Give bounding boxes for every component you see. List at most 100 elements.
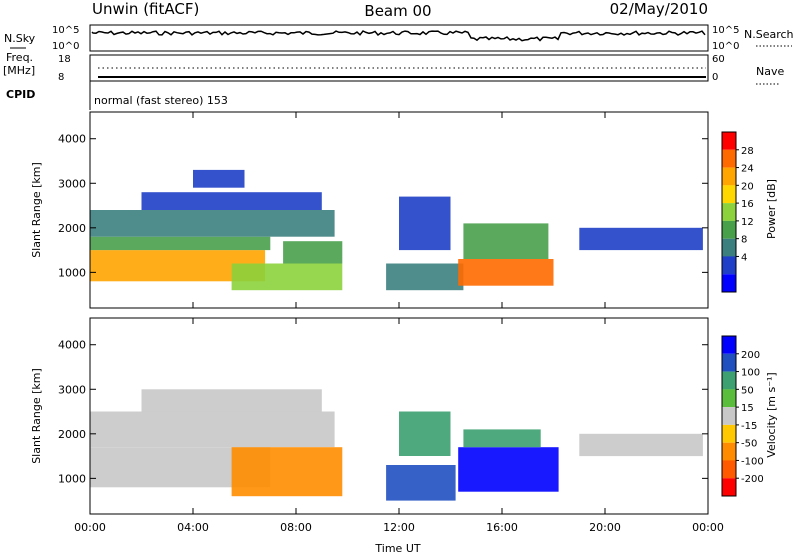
power-colorbar-swatch	[722, 238, 736, 257]
velocity-xtick-label: 04:00	[177, 521, 209, 534]
velocity-region-5	[399, 411, 451, 456]
power-heatmap	[90, 169, 703, 291]
nsky-line	[91, 30, 706, 42]
velocity-colorbar-tick-label: 15	[741, 403, 754, 414]
power-region-2	[90, 210, 335, 237]
cpid-text: normal (fast stereo) 153	[94, 94, 228, 107]
velocity-colorbar-tick-label: 100	[741, 368, 760, 379]
velocity-region-7	[463, 429, 541, 448]
cpid-label: CPID	[6, 88, 35, 101]
power-y-label: Slant Range [km]	[30, 162, 43, 258]
station-title: Unwin (fitACF)	[92, 0, 199, 18]
power-colorbar-tick-label: 8	[741, 235, 747, 246]
freq-label: Freq.	[6, 51, 33, 64]
nsky-trace	[91, 30, 706, 42]
velocity-xtick-label: 08:00	[280, 521, 312, 534]
velocity-region-1	[90, 411, 335, 448]
velocity-colorbar-swatch	[722, 407, 736, 425]
velocity-y-label: Slant Range [km]	[30, 368, 43, 464]
velocity-xtick-label: 00:00	[692, 521, 724, 534]
velocity-heatmap	[90, 389, 703, 501]
power-colorbar-swatch	[722, 132, 736, 150]
power-colorbar-swatch	[722, 256, 736, 275]
velocity-region-4	[386, 465, 456, 501]
nave-tick-low: 0	[712, 72, 718, 83]
velocity-colorbar-swatch	[722, 442, 736, 461]
power-colorbar-label: Power [dB]	[765, 179, 778, 239]
power-colorbar-swatch	[722, 220, 736, 239]
velocity-colorbar-frame	[721, 335, 737, 497]
x-axis-label: Time UT	[374, 542, 420, 554]
velocity-colorbar-label: Velocity [m s⁻¹]	[765, 372, 778, 457]
power-region-1	[90, 236, 271, 251]
velocity-region-6	[458, 447, 559, 492]
velocity-ytick-label: 3000	[58, 383, 86, 396]
nsky-tick-high: 10^5	[52, 25, 79, 36]
nave-tick-high: 60	[712, 54, 725, 65]
nsearch-tick-low: 10^0	[712, 41, 739, 52]
velocity-colorbar-swatch	[722, 389, 736, 408]
power-colorbar-tick-label: 24	[741, 164, 754, 175]
freq-tick-high: 18	[58, 54, 71, 65]
nave-label: Nave	[756, 65, 784, 78]
velocity-colorbar-swatch	[722, 424, 736, 443]
power-region-9	[458, 259, 554, 286]
velocity-xtick-label: 12:00	[383, 521, 415, 534]
velocity-colorbar-swatch	[722, 353, 736, 372]
freq-unit: [MHz]	[3, 64, 35, 77]
power-colorbar: 28 24 20 16 12 8 4	[721, 131, 754, 293]
power-region-3	[141, 192, 322, 210]
velocity-colorbar: 200 100 50 15 -15 -50 -100 -200	[721, 335, 764, 497]
power-region-7	[386, 263, 464, 291]
velocity-xtick-label: 20:00	[589, 521, 621, 534]
nsky-label: N.Sky	[4, 32, 36, 45]
velocity-xtick-label: 00:00	[74, 521, 106, 534]
power-colorbar-swatch	[722, 203, 736, 221]
velocity-colorbar-swatch	[722, 336, 736, 354]
beam-title: Beam 00	[364, 2, 431, 20]
power-x-axis	[89, 112, 709, 308]
velocity-colorbar-tick-label: -50	[741, 439, 757, 450]
date-title: 02/May/2010	[610, 0, 708, 18]
power-ytick-label: 3000	[58, 177, 86, 190]
power-colorbar-tick-label: 20	[741, 181, 754, 192]
power-colorbar-tick-label: 16	[741, 199, 754, 210]
velocity-ytick-label: 1000	[58, 472, 86, 485]
power-colorbar-swatch	[722, 167, 736, 186]
velocity-region-3	[231, 447, 343, 497]
velocity-colorbar-tick-label: -100	[741, 456, 764, 467]
nsky-panel	[89, 24, 709, 52]
power-colorbar-tick-label: 12	[741, 217, 754, 228]
velocity-region-2	[141, 389, 322, 412]
power-ytick-label: 1000	[58, 266, 86, 279]
power-y-axis: 1000 2000 3000 4000	[58, 133, 708, 279]
power-region-6	[283, 241, 343, 264]
power-region-8	[399, 196, 451, 251]
velocity-x-axis: 00:00 04:00 08:00 12:00 16:00 20:00 00:00	[74, 318, 724, 534]
velocity-colorbar-swatch	[722, 478, 736, 496]
power-region-10	[463, 223, 549, 259]
velocity-region-8	[579, 433, 703, 457]
velocity-colorbar-tick-label: 50	[741, 385, 754, 396]
power-colorbar-swatch	[722, 185, 736, 204]
power-colorbar-swatch	[722, 149, 736, 168]
nsearch-tick-high: 10^5	[712, 25, 739, 36]
freq-tick-low: 8	[58, 72, 64, 83]
nsearch-label: N.Search	[744, 28, 794, 41]
power-ytick-label: 4000	[58, 133, 86, 146]
velocity-colorbar-tick-label: -15	[741, 421, 757, 432]
velocity-ytick-label: 4000	[58, 339, 86, 352]
power-colorbar-frame	[721, 131, 737, 293]
velocity-xtick-label: 16:00	[486, 521, 518, 534]
power-colorbar-tick-label: 28	[741, 146, 754, 157]
velocity-colorbar-tick-label: -200	[741, 474, 764, 485]
power-colorbar-swatch	[722, 274, 736, 292]
power-region-4	[193, 169, 245, 188]
velocity-colorbar-swatch	[722, 460, 736, 479]
power-ytick-label: 2000	[58, 222, 86, 235]
nsky-tick-low: 10^0	[52, 41, 79, 52]
power-region-5	[231, 263, 343, 291]
velocity-ytick-label: 2000	[58, 428, 86, 441]
